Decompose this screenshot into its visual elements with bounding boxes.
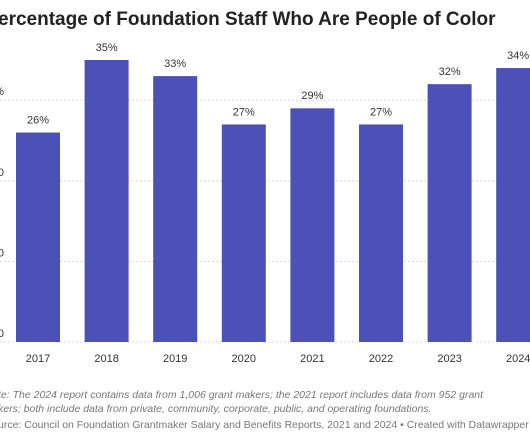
source: urce: Council on Foundation Grantmaker S… [0,419,529,431]
bar [16,132,60,342]
value-label: 26% [27,114,49,126]
bar [496,68,530,343]
bar [359,124,403,342]
y-tick-label: 20 [0,167,4,179]
bar [290,108,335,342]
value-label: 27% [233,106,255,118]
bar [221,124,266,342]
value-label: 29% [301,90,323,102]
x-tick-label: 2021 [300,353,324,365]
y-tick-label: 10 [0,247,4,259]
x-tick-label: 2024 [506,353,530,365]
chart-title: ercentage of Foundation Staff Who Are Pe… [0,9,496,30]
value-label: 35% [96,42,118,54]
note: te: The 2024 report contains data from 1… [0,389,484,401]
x-tick-label: 2023 [437,353,461,365]
value-label: 34% [507,50,529,62]
value-label: 33% [164,58,186,70]
note: kers; both include data from private, co… [0,403,431,415]
bar [153,76,198,342]
value-label: 32% [439,66,461,78]
bar [427,84,472,343]
x-tick-label: 2018 [94,353,118,365]
x-tick-label: 2017 [26,353,50,365]
x-tick-label: 2019 [163,353,187,365]
y-tick-label: 30% [0,86,4,98]
x-tick-label: 2020 [232,353,256,365]
bar [84,60,129,342]
value-label: 27% [370,106,392,118]
x-tick-label: 2022 [369,353,393,365]
y-tick-label: 0 [0,328,4,340]
